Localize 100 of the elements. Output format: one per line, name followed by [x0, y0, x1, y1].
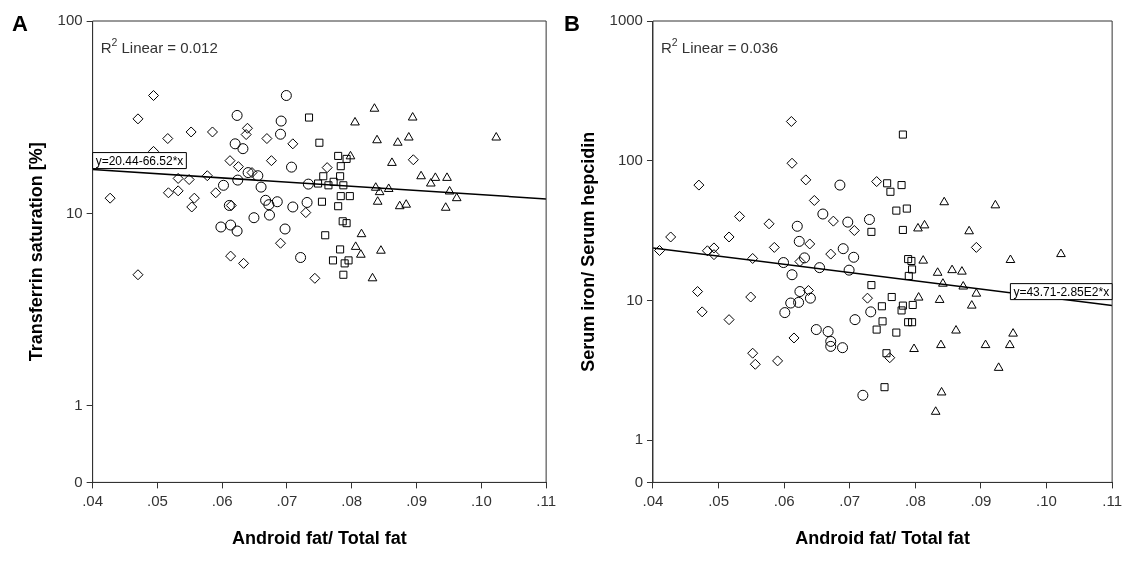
- point: [271, 196, 283, 208]
- point: [304, 113, 314, 122]
- point: [185, 126, 197, 138]
- point: [785, 297, 797, 309]
- point: [970, 241, 982, 253]
- point: [263, 209, 275, 221]
- point: [275, 237, 287, 249]
- point: [817, 208, 829, 220]
- point: [328, 256, 338, 265]
- point: [825, 248, 837, 260]
- x-tick-label: .10: [470, 491, 492, 509]
- y-tick-label: 10: [626, 290, 643, 308]
- x-axis-title: Android fat/ Total fat: [795, 528, 970, 549]
- x-tick-label: .08: [341, 491, 363, 509]
- y-tick-label: 100: [617, 150, 643, 168]
- point: [242, 167, 254, 179]
- point: [951, 325, 961, 334]
- point: [279, 223, 291, 235]
- point: [225, 250, 237, 262]
- x-tick-label: .09: [406, 491, 427, 509]
- point: [286, 161, 298, 173]
- point: [132, 113, 144, 125]
- point: [345, 150, 356, 160]
- point: [867, 227, 876, 236]
- point: [872, 325, 881, 334]
- point: [275, 128, 287, 140]
- y-tick-label: 1: [634, 430, 643, 448]
- point: [898, 130, 907, 139]
- point: [918, 255, 929, 264]
- point: [723, 231, 735, 243]
- point: [842, 216, 854, 228]
- point: [892, 328, 901, 337]
- y-axis-title: Serum iron/ Serum hepcidin: [577, 131, 598, 372]
- point: [1005, 254, 1016, 264]
- point: [791, 220, 803, 232]
- x-axis-title: Android fat/ Total fat: [232, 528, 407, 549]
- point: [708, 242, 720, 254]
- point: [919, 219, 930, 229]
- point: [425, 178, 436, 187]
- point: [188, 192, 200, 204]
- point: [317, 197, 327, 206]
- point: [904, 255, 913, 264]
- point: [232, 161, 244, 173]
- point: [232, 174, 244, 186]
- point: [884, 352, 896, 364]
- point: [857, 389, 869, 401]
- point: [794, 286, 806, 298]
- point: [908, 318, 917, 327]
- point: [104, 192, 116, 204]
- point: [936, 386, 947, 396]
- point: [693, 179, 705, 191]
- point: [883, 179, 892, 188]
- point: [263, 199, 275, 211]
- point: [786, 157, 798, 169]
- point: [334, 202, 343, 211]
- x-tick-label: .11: [1102, 491, 1123, 509]
- point: [387, 157, 397, 166]
- point: [692, 286, 704, 298]
- point: [442, 172, 452, 181]
- point: [837, 342, 849, 354]
- point: [240, 129, 252, 141]
- point: [342, 219, 351, 228]
- point: [913, 292, 924, 301]
- point: [849, 314, 861, 326]
- point: [265, 155, 277, 167]
- chart-title: B: [564, 11, 580, 37]
- point: [800, 174, 812, 186]
- point: [932, 267, 943, 276]
- point: [336, 192, 345, 201]
- point: [314, 179, 323, 188]
- point: [336, 162, 345, 171]
- point: [261, 133, 273, 145]
- point: [779, 307, 791, 319]
- point: [231, 225, 243, 237]
- point: [913, 222, 923, 232]
- point: [229, 138, 241, 150]
- point: [990, 199, 1001, 209]
- point: [280, 90, 292, 102]
- point: [966, 300, 977, 309]
- point: [372, 134, 382, 144]
- point: [342, 154, 351, 163]
- point: [252, 170, 264, 182]
- point: [315, 138, 324, 147]
- point: [886, 187, 895, 196]
- point: [302, 178, 314, 190]
- point: [804, 292, 816, 304]
- point: [367, 272, 378, 282]
- point: [356, 228, 367, 238]
- point: [793, 235, 805, 247]
- point: [772, 355, 784, 367]
- point: [246, 167, 258, 179]
- point: [843, 264, 855, 276]
- y-tick-label: 1000: [609, 11, 643, 29]
- point: [898, 225, 907, 234]
- point: [882, 349, 891, 358]
- point: [324, 181, 333, 190]
- point: [980, 339, 991, 349]
- point: [1056, 248, 1066, 258]
- chart-title: A: [12, 11, 28, 37]
- point: [206, 126, 218, 138]
